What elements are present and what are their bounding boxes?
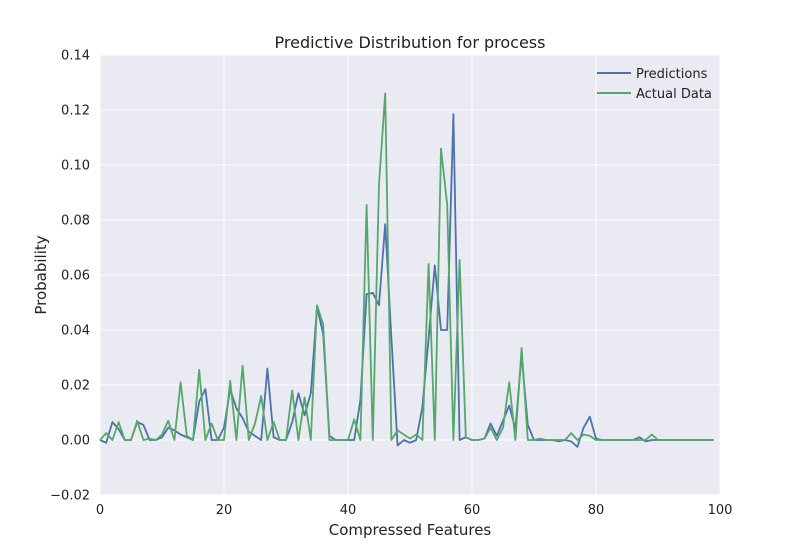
y-tick-label: 0.10	[61, 159, 90, 174]
y-tick-label: 0.12	[61, 104, 90, 119]
chart-title: Predictive Distribution for process	[275, 33, 546, 52]
series-line-actual-data	[99, 92, 714, 441]
x-tick-label: 100	[708, 503, 733, 518]
y-tick-label: 0.08	[61, 214, 90, 229]
x-tick-label: 60	[464, 503, 481, 518]
x-tick-label: 0	[96, 503, 104, 518]
y-tick-label: 0.06	[61, 269, 90, 284]
x-tick-label: 20	[216, 503, 233, 518]
y-tick-label: 0.04	[61, 324, 90, 339]
series-layer	[99, 92, 714, 448]
legend-label-predictions: Predictions	[636, 67, 708, 82]
y-tick-label: 0.00	[61, 434, 90, 449]
x-tick-label: 80	[588, 503, 605, 518]
y-tick-label: −0.02	[50, 489, 90, 504]
legend: Predictions Actual Data	[597, 67, 712, 102]
grid	[99, 54, 721, 496]
tick-layer: 0 20 40 60 80 100 −0.02 0.00 0.02 0.04 0.06 0.08 0.1…	[50, 49, 732, 519]
y-tick-label: 0.02	[61, 379, 90, 394]
x-tick-label: 40	[340, 503, 357, 518]
legend-label-actual-data: Actual Data	[636, 87, 712, 102]
y-axis-title: Probability	[32, 235, 50, 314]
x-axis-title: Compressed Features	[329, 521, 492, 539]
y-tick-label: 0.14	[61, 49, 90, 64]
